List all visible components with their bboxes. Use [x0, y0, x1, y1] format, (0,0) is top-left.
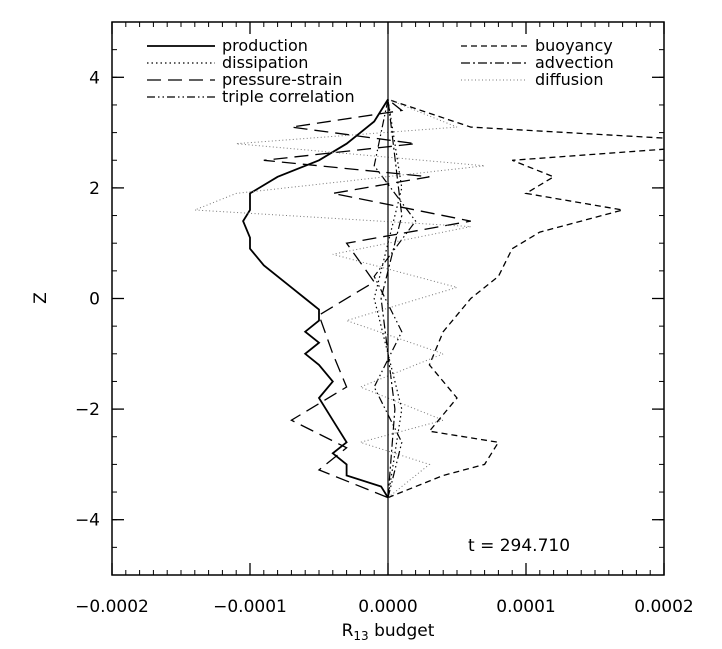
x-tick-label: 0.0002: [634, 597, 693, 617]
series-line-buoyancy: [387, 98, 664, 499]
y-tick-label: −2: [75, 400, 100, 420]
series-line-dissipation: [373, 99, 403, 498]
y-tick-label: 2: [89, 179, 100, 199]
x-tick-label: 0.0000: [358, 597, 417, 617]
x-axis-label-rest: budget: [369, 621, 435, 641]
series-line-production: [242, 98, 389, 499]
plot-frame: [111, 21, 665, 576]
x-axis-label-subscript: 13: [353, 629, 368, 643]
legend-label: buoyancy: [535, 36, 613, 55]
series-line-diffusion: [194, 98, 485, 498]
legend: productiondissipationpressure-straintrip…: [147, 36, 614, 106]
x-axis-label-main: R: [342, 621, 354, 641]
y-tick-label: −4: [75, 511, 100, 531]
series-line-advection: [380, 99, 403, 498]
legend-label: diffusion: [535, 70, 603, 89]
legend-label: triple correlation: [222, 87, 355, 106]
series-layer: [194, 22, 664, 575]
tick-label-layer: −0.0002 −0.0001 0.0000 0.0001 0.0002 −4 −2 0 2 4: [75, 68, 694, 617]
series-line-pressure-strain: [263, 98, 471, 499]
legend-label: production: [222, 36, 308, 55]
x-axis-label: R13 budget: [342, 621, 435, 643]
y-tick-label: 0: [89, 290, 100, 310]
x-tick-label: −0.0002: [75, 597, 149, 617]
x-tick-label: 0.0001: [496, 597, 555, 617]
y-tick-label: 4: [89, 68, 100, 88]
legend-label: advection: [535, 53, 614, 72]
annotation-time: t = 294.710: [468, 536, 570, 556]
x-tick-label: −0.0001: [213, 597, 287, 617]
legend-label: dissipation: [222, 53, 308, 72]
legend-label: pressure-strain: [222, 70, 342, 89]
y-axis-label: Z: [31, 292, 51, 304]
